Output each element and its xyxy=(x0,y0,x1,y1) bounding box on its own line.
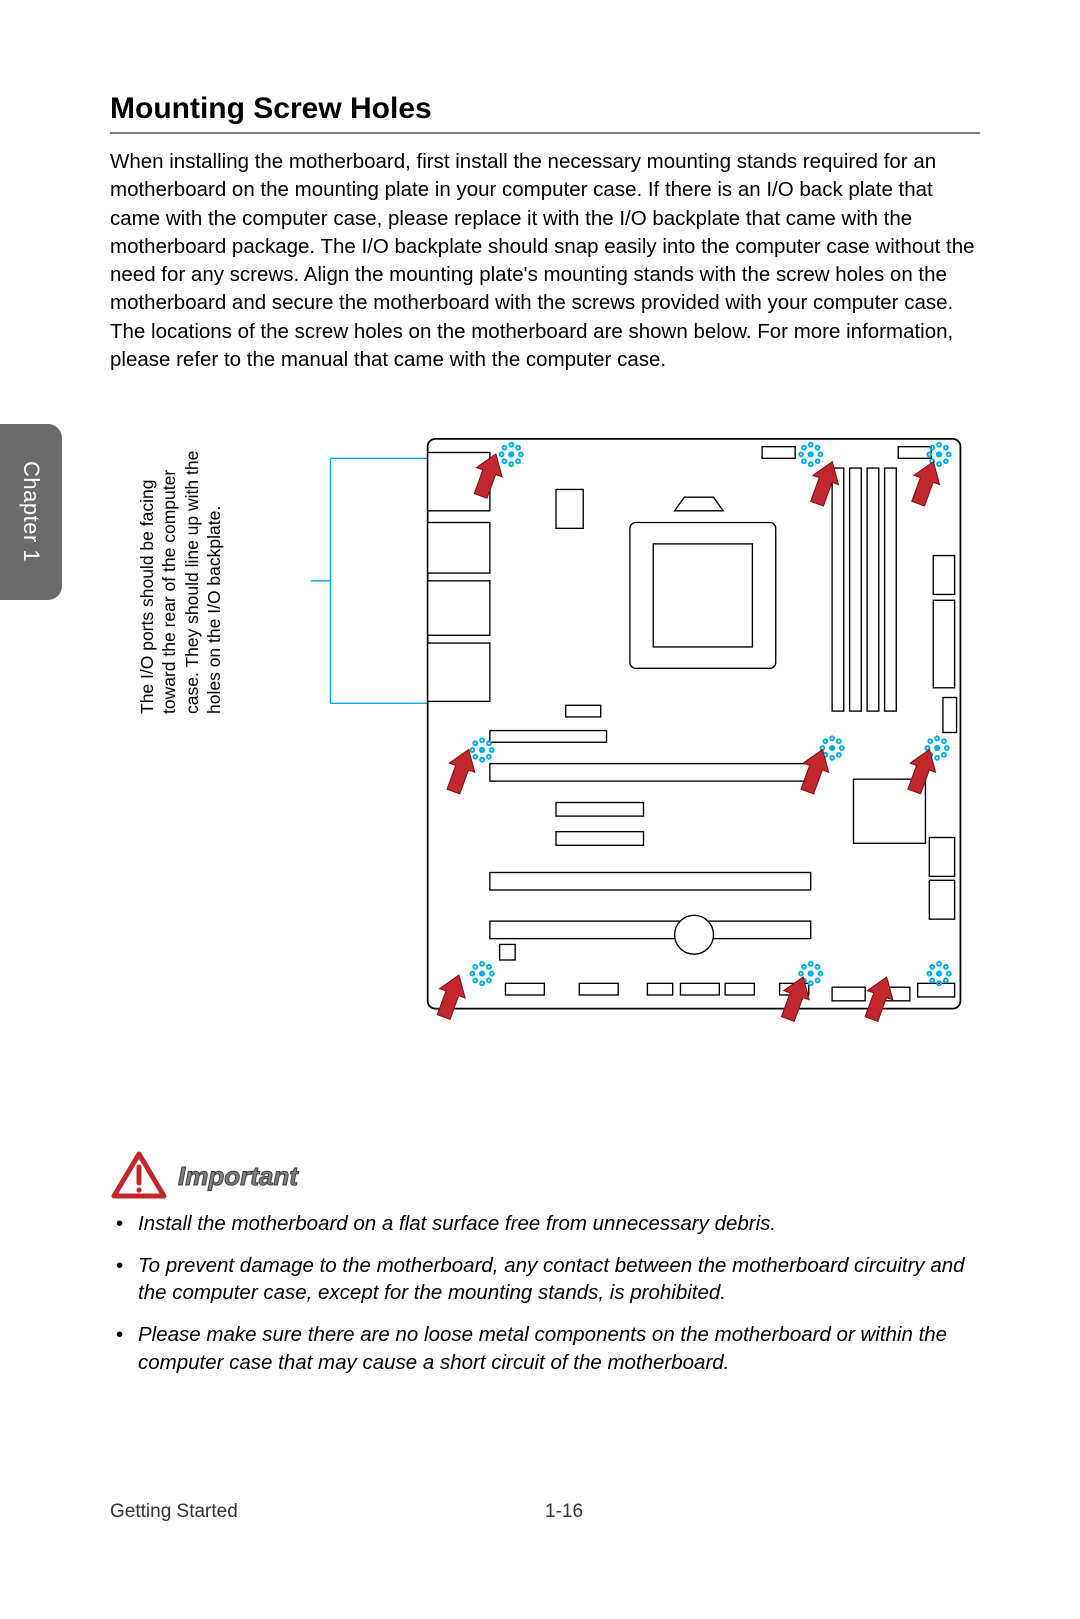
important-label: Important xyxy=(178,1161,298,1192)
important-item: Install the motherboard on a flat surfac… xyxy=(110,1210,980,1238)
important-list: Install the motherboard on a flat surfac… xyxy=(110,1210,980,1376)
heading-rule xyxy=(110,132,980,134)
important-item: Please make sure there are no loose meta… xyxy=(110,1321,980,1376)
diagram-area: The I/O ports should be facing toward th… xyxy=(110,410,980,1090)
chapter-tab-label: Chapter 1 xyxy=(18,461,44,562)
footer-page-number: 1-16 xyxy=(545,1501,583,1523)
warning-triangle-icon xyxy=(110,1150,168,1202)
diagram-caption: The I/O ports should be facing toward th… xyxy=(136,434,226,714)
important-item: To prevent damage to the motherboard, an… xyxy=(110,1252,980,1307)
chapter-tab: Chapter 1 xyxy=(0,424,62,600)
important-heading: Important xyxy=(110,1150,980,1202)
content-column: Mounting Screw Holes When installing the… xyxy=(110,92,980,374)
page: Chapter 1 Mounting Screw Holes When inst… xyxy=(0,0,1080,1619)
important-block: Important Install the motherboard on a f… xyxy=(110,1150,980,1390)
intro-paragraph: When installing the motherboard, first i… xyxy=(110,148,980,374)
motherboard-diagram xyxy=(276,410,976,1090)
page-heading: Mounting Screw Holes xyxy=(110,92,980,126)
callout-bracket xyxy=(311,458,428,703)
page-footer: Getting Started 1-16 xyxy=(110,1501,980,1523)
footer-section: Getting Started xyxy=(110,1501,545,1523)
